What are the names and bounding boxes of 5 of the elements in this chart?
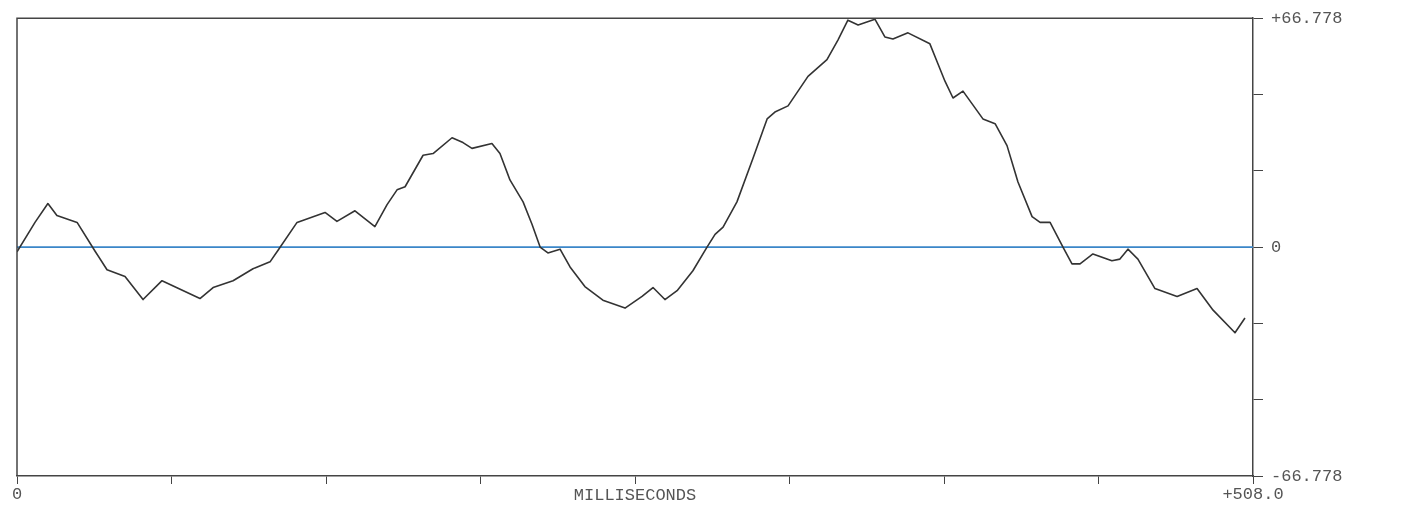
x-axis-title: MILLISECONDS [573,486,697,505]
y-tick-label: 0 [1271,237,1282,257]
x-tick-label: +508.0 [1222,484,1284,504]
y-tick-label: +66.778 [1271,8,1343,28]
y-tick-label: -66.778 [1271,466,1343,486]
